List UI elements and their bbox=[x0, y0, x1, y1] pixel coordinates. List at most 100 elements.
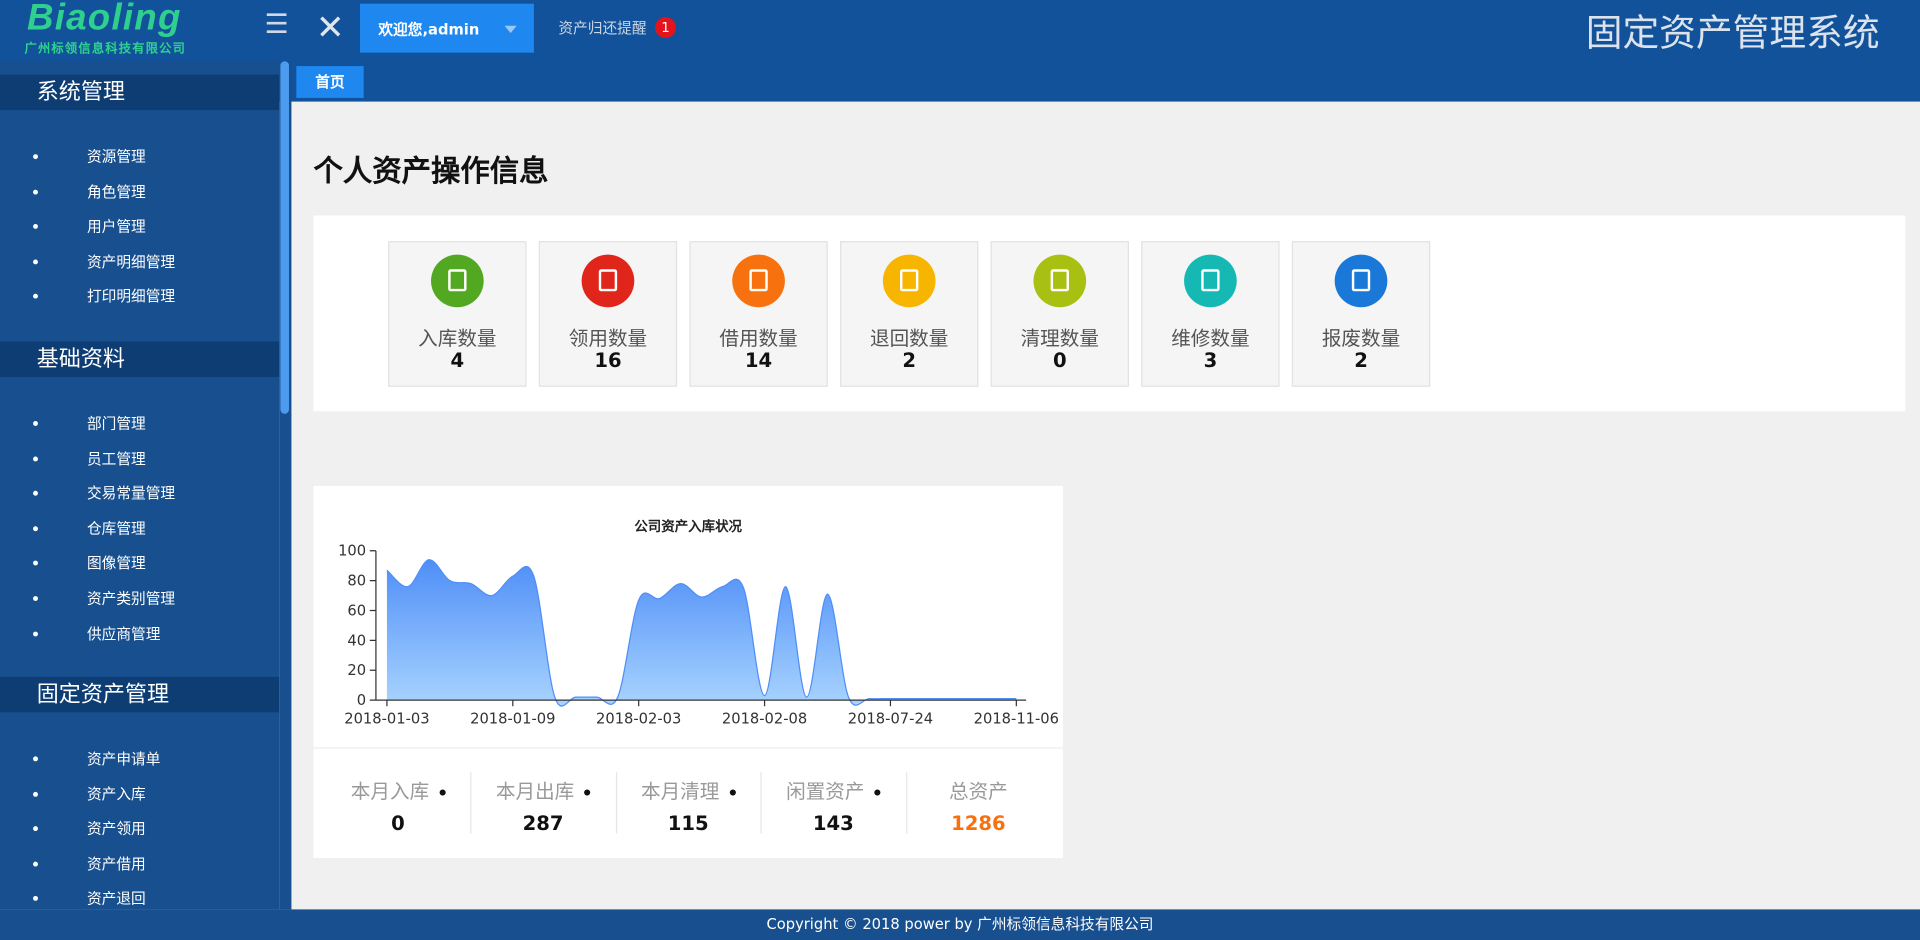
stat-label: 维修数量 bbox=[1171, 326, 1250, 351]
menu-item[interactable]: 资产类别管理 bbox=[86, 589, 176, 608]
separator bbox=[615, 772, 617, 834]
menu-item[interactable]: 资产明细管理 bbox=[86, 253, 176, 271]
stat-value: 3 bbox=[1203, 348, 1218, 373]
summary-label: 本月入库 bbox=[350, 779, 430, 803]
x-tick-label: 2018-02-08 bbox=[722, 710, 807, 727]
sidebar: 系统管理 资源管理 角色管理 用户管理 资产明细管理 打印明细管理 基础资料 部门管理 员工管理… bbox=[0, 61, 280, 910]
menu-item[interactable]: 供应商管理 bbox=[86, 624, 161, 643]
icon-glyph bbox=[900, 269, 919, 292]
summary-value: 143 bbox=[812, 811, 854, 835]
menu-item[interactable]: 部门管理 bbox=[86, 414, 146, 433]
stat-card: 退回数量 2 bbox=[840, 241, 979, 387]
x-tick-label: 2018-02-03 bbox=[596, 710, 681, 727]
stats-panel: 入库数量 4 领用数量 16 借用数量 14 退回数量 2 清理数量 0 维修数量 3 报废数量 2 bbox=[313, 215, 1906, 412]
summary-label: 本月出库 bbox=[495, 779, 575, 803]
stat-label: 借用数量 bbox=[719, 326, 798, 351]
stat-icon bbox=[431, 254, 484, 308]
dot bbox=[438, 789, 446, 796]
x-tick-label: 2018-01-09 bbox=[470, 710, 555, 727]
tab[interactable]: 首页 bbox=[296, 66, 364, 98]
menu-item[interactable]: 交易常量管理 bbox=[86, 484, 176, 503]
menu-item[interactable]: 资产退回 bbox=[86, 890, 146, 908]
menu-item[interactable]: 资产申请单 bbox=[86, 750, 161, 768]
menu-item[interactable]: 资产领用 bbox=[86, 820, 146, 838]
reminder-badge: 1 bbox=[655, 17, 676, 38]
menu-item[interactable]: 资产借用 bbox=[86, 855, 146, 873]
stat-card: 维修数量 3 bbox=[1141, 241, 1280, 387]
menu-item[interactable]: 资源管理 bbox=[86, 148, 146, 166]
dot bbox=[874, 789, 881, 796]
stat-card: 入库数量 4 bbox=[388, 241, 527, 387]
summary-value: 115 bbox=[667, 811, 709, 835]
system-title: 固定资产管理系统 bbox=[1585, 12, 1880, 56]
summary-item: 闲置资产 143 bbox=[761, 775, 905, 835]
menu-item[interactable]: 图像管理 bbox=[86, 554, 146, 573]
summary-label: 总资产 bbox=[948, 779, 1008, 803]
y-tick-label: 100 bbox=[338, 543, 366, 560]
bullet bbox=[33, 456, 38, 461]
icon-glyph bbox=[749, 269, 768, 292]
icon-glyph bbox=[598, 269, 618, 292]
dot bbox=[584, 789, 591, 796]
menu-item[interactable]: 员工管理 bbox=[86, 449, 146, 468]
menu-item[interactable]: 资产入库 bbox=[86, 785, 146, 803]
y-tick-label: 40 bbox=[347, 632, 366, 649]
stat-card: 领用数量 16 bbox=[538, 241, 678, 387]
stat-label: 退回数量 bbox=[869, 326, 949, 351]
menu-button[interactable]: ☰ bbox=[264, 9, 289, 41]
dot bbox=[729, 789, 736, 796]
summary-value: 0 bbox=[391, 811, 405, 835]
stat-icon bbox=[882, 254, 936, 308]
x-tick-label: 2018-01-03 bbox=[344, 710, 429, 727]
stat-card: 清理数量 0 bbox=[990, 241, 1129, 387]
x-tick-label: 2018-11-06 bbox=[974, 710, 1059, 727]
section-title: 固定资产管理 bbox=[0, 676, 280, 713]
caret bbox=[504, 25, 517, 34]
summary-label: 闲置资产 bbox=[786, 779, 865, 803]
bullet bbox=[33, 421, 38, 426]
bullet bbox=[33, 526, 38, 531]
footer: Copyright © 2018 power by 广州标领信息科技有限公司 bbox=[0, 909, 1920, 940]
scrollbar-thumb[interactable] bbox=[280, 61, 289, 414]
summary-label: 本月清理 bbox=[641, 779, 720, 803]
bullet bbox=[33, 259, 38, 265]
area-line bbox=[386, 559, 1017, 707]
bullet bbox=[33, 596, 38, 601]
menu-item[interactable]: 角色管理 bbox=[86, 183, 146, 201]
bullet bbox=[33, 896, 38, 902]
summary-item: 总资产 1286 bbox=[906, 775, 1050, 835]
stat-icon bbox=[1033, 254, 1087, 308]
user-dropdown[interactable]: 欢迎您,admin bbox=[360, 3, 534, 53]
bullet bbox=[33, 491, 38, 496]
bullet bbox=[33, 861, 38, 867]
summary-item: 本月出库 287 bbox=[471, 775, 615, 835]
stat-value: 14 bbox=[744, 348, 773, 373]
stat-value: 16 bbox=[594, 348, 622, 373]
reminder-link[interactable]: 资产归还提醒 bbox=[558, 19, 647, 37]
separator bbox=[470, 772, 472, 834]
bullet bbox=[33, 826, 38, 832]
bullet bbox=[33, 631, 38, 636]
welcome-text: 欢迎您,admin bbox=[378, 20, 480, 38]
menu-item[interactable]: 打印明细管理 bbox=[86, 288, 176, 306]
bullet bbox=[33, 791, 38, 797]
icon-glyph bbox=[1351, 269, 1371, 292]
y-tick-label: 80 bbox=[347, 573, 366, 590]
x-tick-label: 2018-07-24 bbox=[848, 710, 933, 727]
stat-value: 2 bbox=[1354, 348, 1368, 373]
y-tick-label: 60 bbox=[347, 602, 366, 619]
y-tick-label: 20 bbox=[347, 662, 366, 679]
bullet bbox=[33, 756, 38, 762]
y-tick-label: 0 bbox=[357, 692, 366, 709]
stat-label: 报废数量 bbox=[1321, 326, 1401, 351]
menu-item[interactable]: 仓库管理 bbox=[86, 519, 146, 538]
chart-panel: 公司资产入库状况 0 20 40 60 80 100 2018-01-03 2018-01-09… bbox=[313, 485, 1063, 858]
stat-card: 借用数量 14 bbox=[689, 241, 828, 387]
menu-item[interactable]: 用户管理 bbox=[86, 218, 146, 236]
stat-value: 4 bbox=[450, 348, 465, 373]
summary-item: 本月清理 115 bbox=[616, 775, 760, 835]
bullet bbox=[33, 189, 38, 195]
close-button[interactable]: ✕ bbox=[315, 7, 345, 48]
separator bbox=[760, 772, 762, 834]
